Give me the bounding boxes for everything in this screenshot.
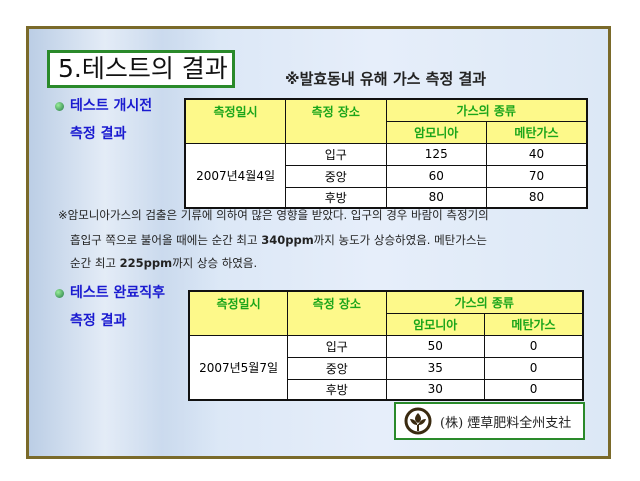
note-text: 순간 최고 (70, 256, 120, 270)
place-cell: 입구 (285, 142, 387, 166)
header-ammonia: 암모니아 (385, 312, 486, 336)
ammonia-cell: 35 (385, 356, 486, 380)
section2-heading: 테스트 완료직후 (55, 282, 165, 302)
ammonia-cell: 125 (385, 142, 488, 166)
ammonia-cell: 80 (385, 186, 488, 209)
place-cell: 중앙 (285, 164, 387, 188)
table-row: 후방 30 0 (189, 378, 584, 401)
subtitle: ※발효동내 유해 가스 측정 결과 (285, 70, 487, 88)
header-methane: 메탄가스 (484, 312, 584, 336)
header-date: 측정일시 (188, 290, 289, 336)
table-before-test: 측정일시 측정 장소 가스의 종류 암모니아 메탄가스 2007년4월4일 입구 125 4… (184, 98, 588, 209)
header-place: 측정 장소 (285, 98, 387, 144)
section2-line1: 테스트 완료직후 (70, 285, 166, 301)
header-date: 측정일시 (184, 98, 287, 144)
note-line3: 순간 최고 225ppm까지 상승 하였음. (70, 255, 257, 271)
header-gas: 가스의 종류 (385, 98, 588, 122)
place-cell: 중앙 (287, 356, 387, 380)
place-cell: 후방 (287, 378, 387, 401)
note-value: 340ppm (261, 233, 314, 247)
date-cell: 2007년4월4일 (184, 142, 287, 209)
header-place: 측정 장소 (287, 290, 387, 336)
note-line1: ※암모니아가스의 검출은 기류에 의하여 많은 영향을 받았다. 입구의 경우 … (58, 208, 489, 222)
note-text: 까지 농도가 상승하였음. 메탄가스는 (313, 233, 487, 247)
place-cell: 입구 (287, 334, 387, 358)
note-text: 흡입구 쪽으로 불어올 때에는 순간 최고 (70, 233, 262, 247)
methane-cell: 70 (486, 164, 588, 188)
leaf-emblem-icon (404, 407, 432, 435)
section1-heading: 테스트 개시전 (55, 95, 152, 115)
ammonia-cell: 30 (385, 378, 486, 401)
slide-title: 5.테스트의 결과 (47, 50, 235, 88)
section2-line2: 측정 결과 (70, 313, 127, 329)
methane-cell: 40 (486, 142, 588, 166)
note-line2: 흡입구 쪽으로 불어올 때에는 순간 최고 340ppm까지 농도가 상승하였음… (70, 232, 487, 248)
header-ammonia: 암모니아 (385, 120, 488, 144)
section1-line1: 테스트 개시전 (70, 98, 153, 114)
place-cell: 후방 (285, 186, 387, 209)
table-after-test: 측정일시 측정 장소 가스의 종류 암모니아 메탄가스 2007년5월7일 입구 50 0 … (188, 290, 584, 401)
company-name: (株) 煙草肥料全州支社 (440, 415, 572, 431)
ammonia-cell: 50 (385, 334, 486, 358)
methane-cell: 0 (484, 356, 584, 380)
methane-cell: 80 (486, 186, 588, 209)
header-gas: 가스의 종류 (385, 290, 584, 314)
methane-cell: 0 (484, 334, 584, 358)
table-row: 2007년5월7일 입구 50 0 (188, 334, 584, 401)
date-cell: 2007년5월7일 (188, 334, 289, 401)
note-value: 225ppm (119, 256, 173, 270)
header-methane: 메탄가스 (486, 120, 588, 144)
bullet-icon (55, 288, 64, 298)
table-row: 2007년4월4일 입구 125 40 (184, 142, 588, 209)
bullet-icon (55, 101, 64, 111)
table-row: 후방 80 80 (185, 186, 588, 209)
section1-line2: 측정 결과 (70, 126, 127, 142)
ammonia-cell: 60 (385, 164, 488, 188)
note-text: 까지 상승 하였음. (172, 256, 258, 270)
methane-cell: 0 (484, 378, 584, 401)
company-logo: (株) 煙草肥料全州支社 (394, 402, 585, 440)
